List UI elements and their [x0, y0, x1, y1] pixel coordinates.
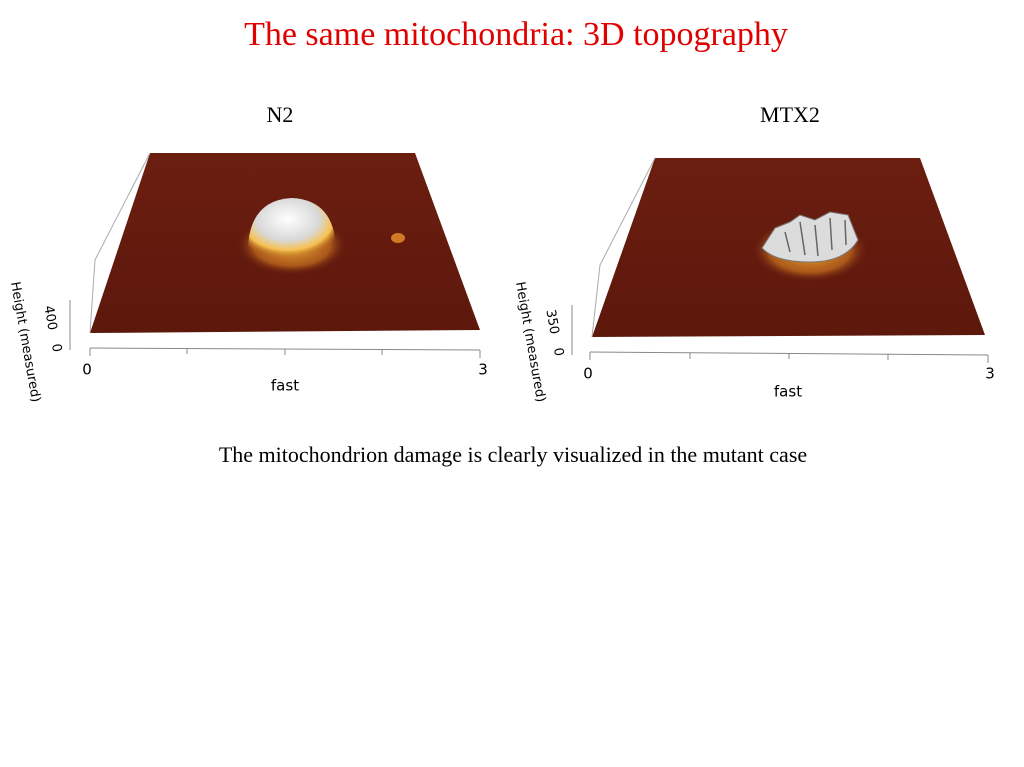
x-tick-label: 0 [82, 361, 92, 379]
mitochondrion [248, 198, 336, 258]
panel-label: MTX2 [760, 102, 820, 127]
z-axis-label: Height (measured) [512, 281, 548, 404]
z-tick-label: 0 [550, 347, 566, 358]
x-axis-label: fast [774, 383, 802, 401]
z-tick-label: 400 [40, 304, 59, 331]
frame [591, 157, 656, 338]
panel-n2: N2 0 3 fast Height (measured) 400 0 [7, 102, 488, 403]
z-tick-label: 0 [48, 343, 64, 354]
caption: The mitochondrion damage is clearly visu… [219, 442, 807, 467]
panel-label: N2 [267, 102, 294, 127]
slide-title: The same mitochondria: 3D topography [244, 16, 788, 53]
z-axis-label: Height (measured) [7, 281, 43, 404]
spot [391, 233, 405, 243]
x-tick-label: 0 [583, 365, 593, 383]
frame [89, 152, 151, 334]
z-tick-label: 350 [542, 308, 561, 335]
damaged-mitochondrion [761, 211, 859, 263]
x-tick-label: 3 [985, 365, 995, 383]
panel-mtx2: MTX2 0 3 fast Height (measured) 350 0 [512, 102, 995, 403]
ridges [784, 217, 847, 257]
x-axis-label: fast [271, 377, 299, 395]
x-tick-label: 3 [478, 361, 488, 379]
